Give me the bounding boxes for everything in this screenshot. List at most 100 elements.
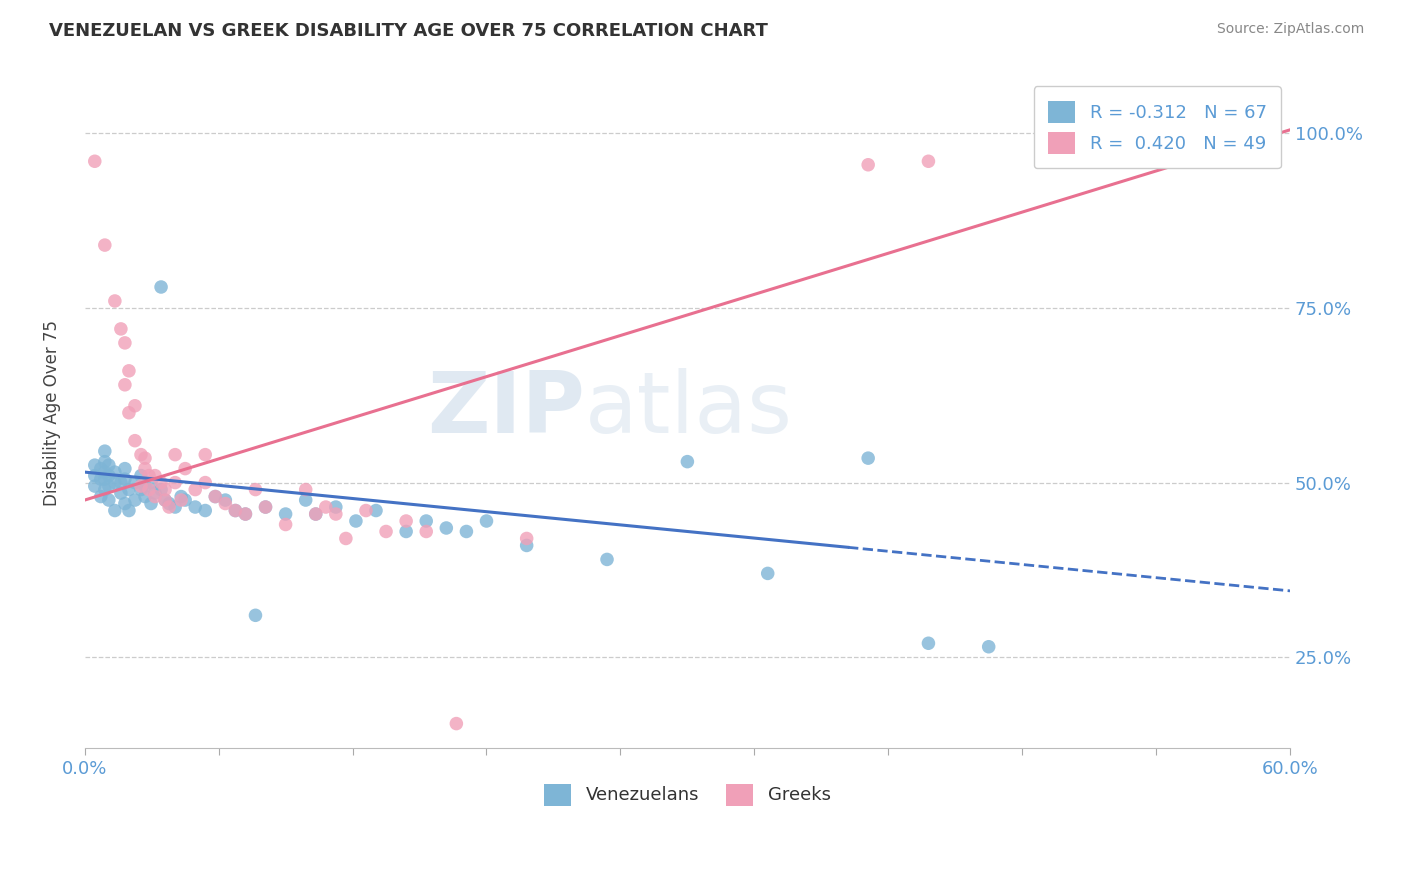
Point: [110, 322, 132, 336]
Point: [294, 493, 316, 508]
Point: [134, 490, 156, 504]
Point: [150, 475, 173, 490]
Point: [118, 503, 141, 517]
Point: [110, 475, 132, 490]
Point: [335, 532, 357, 546]
Point: [94, 472, 117, 486]
Point: [143, 468, 166, 483]
Point: [224, 503, 246, 517]
Point: [139, 475, 162, 490]
Point: [235, 507, 257, 521]
Point: [344, 514, 367, 528]
Point: [315, 500, 337, 514]
Point: [434, 521, 457, 535]
Point: [165, 448, 187, 462]
Point: [170, 490, 193, 504]
Point: [204, 490, 226, 504]
Point: [395, 524, 418, 539]
Point: [124, 475, 146, 490]
Point: [184, 483, 207, 497]
Point: [129, 479, 152, 493]
Point: [138, 483, 160, 497]
Point: [917, 636, 939, 650]
Point: [134, 451, 156, 466]
Point: [114, 377, 136, 392]
Point: [104, 503, 127, 517]
Point: [194, 475, 217, 490]
Point: [124, 493, 146, 508]
Point: [170, 493, 193, 508]
Point: [83, 468, 105, 483]
Point: [174, 461, 197, 475]
Point: [90, 472, 112, 486]
Point: [150, 280, 173, 294]
Point: [224, 503, 246, 517]
Point: [194, 448, 217, 462]
Point: [157, 500, 180, 514]
Point: [245, 483, 267, 497]
Point: [97, 479, 120, 493]
Point: [104, 465, 127, 479]
Y-axis label: Disability Age Over 75: Disability Age Over 75: [44, 319, 60, 506]
Point: [756, 566, 779, 581]
Point: [143, 490, 166, 504]
Point: [446, 716, 468, 731]
Point: [917, 154, 939, 169]
Point: [90, 461, 112, 475]
Point: [118, 364, 141, 378]
Point: [214, 493, 236, 508]
Point: [977, 640, 1000, 654]
Point: [90, 490, 112, 504]
Point: [104, 293, 127, 308]
Point: [174, 493, 197, 508]
Point: [139, 497, 162, 511]
Point: [114, 497, 136, 511]
Point: [856, 451, 879, 466]
Point: [97, 458, 120, 472]
Point: [94, 238, 117, 252]
Point: [354, 503, 377, 517]
Point: [83, 479, 105, 493]
Point: [94, 444, 117, 458]
Point: [676, 455, 699, 469]
Text: atlas: atlas: [585, 368, 793, 450]
Point: [194, 503, 217, 517]
Point: [138, 468, 160, 483]
Point: [516, 539, 538, 553]
Point: [134, 461, 156, 475]
Point: [129, 468, 152, 483]
Point: [395, 514, 418, 528]
Point: [94, 465, 117, 479]
Point: [94, 483, 117, 497]
Point: [235, 507, 257, 521]
Point: [83, 458, 105, 472]
Point: [274, 507, 297, 521]
Point: [305, 507, 328, 521]
Point: [150, 483, 173, 497]
Point: [129, 448, 152, 462]
Point: [83, 154, 105, 169]
Point: [143, 486, 166, 500]
Point: [97, 468, 120, 483]
Point: [415, 514, 437, 528]
Point: [305, 507, 328, 521]
Point: [325, 500, 347, 514]
Point: [165, 500, 187, 514]
Point: [516, 532, 538, 546]
Point: [124, 434, 146, 448]
Point: [153, 493, 176, 508]
Point: [110, 486, 132, 500]
Point: [124, 399, 146, 413]
Point: [97, 493, 120, 508]
Point: [114, 335, 136, 350]
Point: [134, 479, 156, 493]
Point: [245, 608, 267, 623]
Point: [118, 483, 141, 497]
Point: [118, 406, 141, 420]
Point: [129, 483, 152, 497]
Point: [157, 497, 180, 511]
Point: [254, 500, 277, 514]
Point: [184, 500, 207, 514]
Point: [94, 455, 117, 469]
Point: [294, 483, 316, 497]
